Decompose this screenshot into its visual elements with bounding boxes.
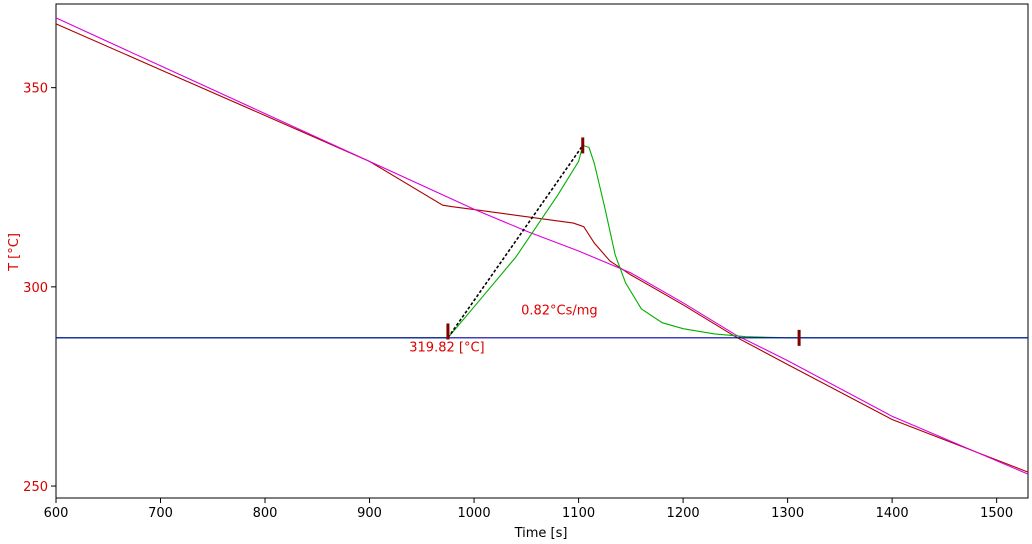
y-tick-label: 350 xyxy=(23,82,48,97)
series-line-4 xyxy=(447,144,584,339)
event-marker-2[interactable] xyxy=(797,329,801,346)
series-layer xyxy=(55,17,1029,475)
x-tick-label: 1400 xyxy=(876,506,909,521)
x-axis-ticks: 600 700 800 900 1000 1100 1200 1300 1400 1500 xyxy=(44,498,1013,521)
y-axis-title: T [°C] xyxy=(7,233,22,272)
event-marker-1[interactable] xyxy=(581,137,585,154)
annotation-label-1: 319.82 [°C] xyxy=(409,340,484,355)
x-tick-label: 600 xyxy=(44,506,69,521)
y-tick-label: 250 xyxy=(23,480,48,495)
marker-layer xyxy=(446,137,801,346)
annotation-layer: 0.82°Cs/mg 319.82 [°C] xyxy=(409,304,597,356)
x-tick-label: 800 xyxy=(253,506,278,521)
x-tick-label: 1200 xyxy=(667,506,700,521)
x-axis-title: Time [s] xyxy=(514,526,568,541)
y-tick-label: 300 xyxy=(23,281,48,296)
y-axis-ticks: 250 300 350 xyxy=(23,82,56,495)
x-tick-label: 1000 xyxy=(458,506,491,521)
plot-frame xyxy=(55,3,1029,499)
x-tick-label: 1300 xyxy=(771,506,804,521)
x-tick-label: 1500 xyxy=(980,506,1013,521)
annotation-label-0: 0.82°Cs/mg xyxy=(521,304,598,319)
series-line-2 xyxy=(56,144,1028,339)
x-tick-label: 1100 xyxy=(562,506,595,521)
series-line-1 xyxy=(55,17,1029,475)
x-tick-label: 700 xyxy=(148,506,173,521)
event-marker-0[interactable] xyxy=(446,323,450,340)
x-tick-label: 900 xyxy=(357,506,382,521)
